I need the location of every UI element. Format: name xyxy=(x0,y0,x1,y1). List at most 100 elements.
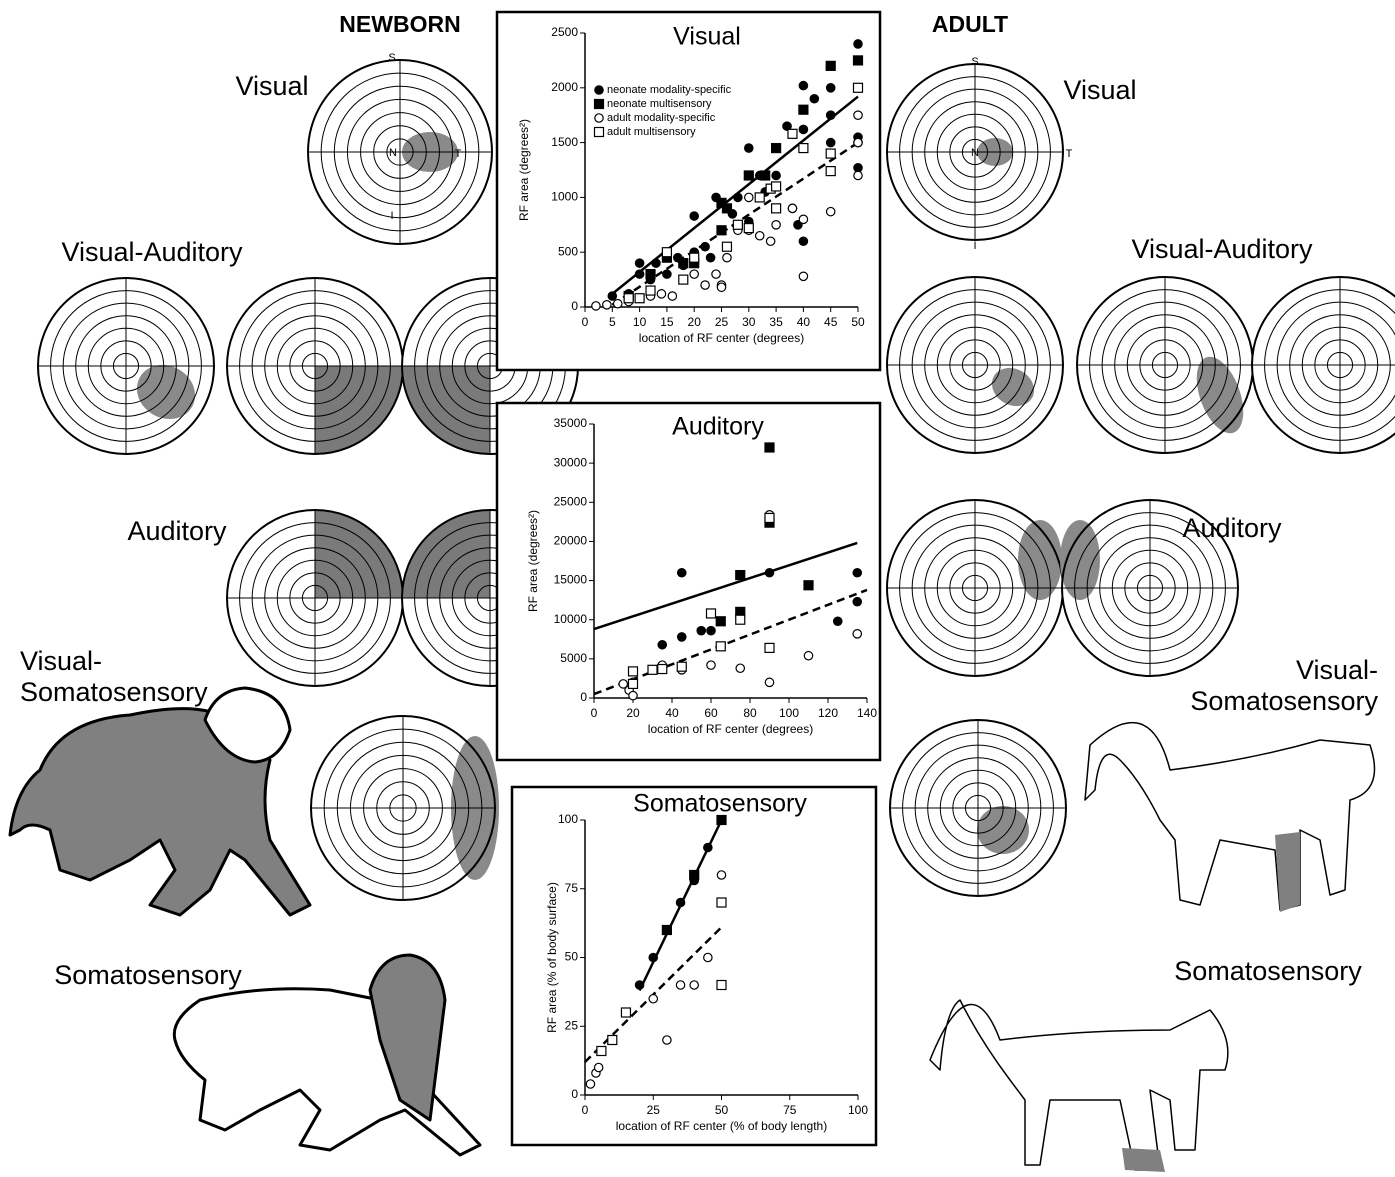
square-marker xyxy=(717,226,726,235)
circle-marker xyxy=(854,138,862,146)
square-marker xyxy=(736,615,745,624)
x-tick-label: 140 xyxy=(857,706,877,720)
y-tick-label: 0 xyxy=(571,299,578,313)
chart: Somatosensory02550751000255075100locatio… xyxy=(512,787,876,1145)
x-tick-label: 5 xyxy=(609,315,616,329)
legend-marker xyxy=(595,114,603,122)
x-tick-label: 25 xyxy=(647,1103,661,1117)
y-tick-label: 500 xyxy=(558,244,578,258)
circle-marker xyxy=(853,598,861,606)
square-marker xyxy=(629,667,638,676)
circle-marker xyxy=(649,953,657,961)
circle-marker xyxy=(772,171,780,179)
square-marker xyxy=(722,242,731,251)
square-marker xyxy=(679,259,688,268)
y-axis-label: RF area (degrees²) xyxy=(517,119,531,221)
x-tick-label: 100 xyxy=(848,1103,868,1117)
x-tick-label: 25 xyxy=(715,315,729,329)
page: {"newborn": {"title": "NEWBORN", "visual… xyxy=(0,0,1395,1177)
circle-marker xyxy=(629,691,637,699)
square-marker xyxy=(621,1008,630,1017)
polar-plot xyxy=(227,510,403,686)
y-tick-label: 2500 xyxy=(551,25,578,39)
circle-marker xyxy=(704,843,712,851)
circle-marker xyxy=(799,215,807,223)
circle-marker xyxy=(788,204,796,212)
circle-marker xyxy=(766,237,774,245)
y-tick-label: 2000 xyxy=(551,80,578,94)
square-marker xyxy=(648,665,657,674)
polar-plot xyxy=(38,278,214,454)
square-marker xyxy=(826,149,835,158)
panel-label: Auditory xyxy=(1182,513,1282,543)
legend-entry: neonate modality-specific xyxy=(607,84,732,96)
polar-plot xyxy=(1252,277,1395,453)
x-axis-label: location of RF center (degrees) xyxy=(648,722,813,736)
legend-marker xyxy=(595,128,604,137)
legend-entry: adult multisensory xyxy=(607,126,696,138)
circle-marker xyxy=(608,292,616,300)
polar-label: S xyxy=(388,52,395,64)
polar-plot xyxy=(887,500,1063,676)
circle-marker xyxy=(799,125,807,133)
polar-label: N xyxy=(971,147,979,159)
circle-marker xyxy=(706,253,714,261)
y-tick-label: 25000 xyxy=(554,494,588,508)
x-tick-label: 20 xyxy=(626,706,640,720)
y-axis-label: RF area (degrees²) xyxy=(526,510,540,612)
panel-label: Somatosensory xyxy=(54,960,242,990)
square-marker xyxy=(624,294,633,303)
panel-label: Visual-Auditory xyxy=(1131,234,1313,264)
circle-marker xyxy=(827,207,835,215)
circle-marker xyxy=(594,1063,602,1071)
square-marker xyxy=(755,193,764,202)
y-tick-label: 20000 xyxy=(554,534,588,548)
chart: Visual0500100015002000250005101520253035… xyxy=(497,12,880,370)
x-tick-label: 120 xyxy=(818,706,838,720)
circle-marker xyxy=(765,569,773,577)
circle-marker xyxy=(810,95,818,103)
y-tick-label: 100 xyxy=(558,812,578,826)
panel-label: Auditory xyxy=(127,516,227,546)
square-marker xyxy=(804,581,813,590)
circle-marker xyxy=(614,300,622,308)
y-tick-label: 0 xyxy=(571,1087,578,1101)
x-tick-label: 10 xyxy=(633,315,647,329)
header: NEWBORN xyxy=(339,11,460,37)
polar-plot xyxy=(311,716,499,900)
y-tick-label: 25 xyxy=(565,1018,579,1032)
y-tick-label: 0 xyxy=(580,690,587,704)
polar-plot xyxy=(227,278,403,454)
polar-shade xyxy=(315,510,403,598)
y-tick-label: 1000 xyxy=(551,190,578,204)
polar-label: I xyxy=(973,240,976,252)
circle-marker xyxy=(745,144,753,152)
x-axis-label: location of RF center (% of body length) xyxy=(616,1119,827,1133)
square-marker xyxy=(717,898,726,907)
panel-label: Visual- xyxy=(1296,655,1378,685)
header: ADULT xyxy=(932,11,1008,37)
circle-marker xyxy=(663,1036,671,1044)
x-tick-label: 30 xyxy=(742,315,756,329)
circle-marker xyxy=(690,981,698,989)
y-tick-label: 15000 xyxy=(554,573,588,587)
polar-shade xyxy=(315,366,403,454)
circle-marker xyxy=(701,243,709,251)
panel-label: Somatosensory xyxy=(1174,956,1362,986)
x-tick-label: 50 xyxy=(715,1103,729,1117)
square-marker xyxy=(662,926,671,935)
circle-marker xyxy=(663,270,671,278)
square-marker xyxy=(765,513,774,522)
circle-marker xyxy=(853,630,861,638)
monkey-adult-1 xyxy=(1085,723,1375,910)
square-marker xyxy=(635,294,644,303)
polar-label: T xyxy=(455,148,462,160)
circle-marker xyxy=(603,301,611,309)
circle-marker xyxy=(635,259,643,267)
circle-marker xyxy=(854,40,862,48)
chart: Auditory05000100001500020000250003000035… xyxy=(497,403,880,760)
square-marker xyxy=(799,105,808,114)
square-marker xyxy=(733,220,742,229)
square-marker xyxy=(662,248,671,257)
square-marker xyxy=(788,129,797,138)
